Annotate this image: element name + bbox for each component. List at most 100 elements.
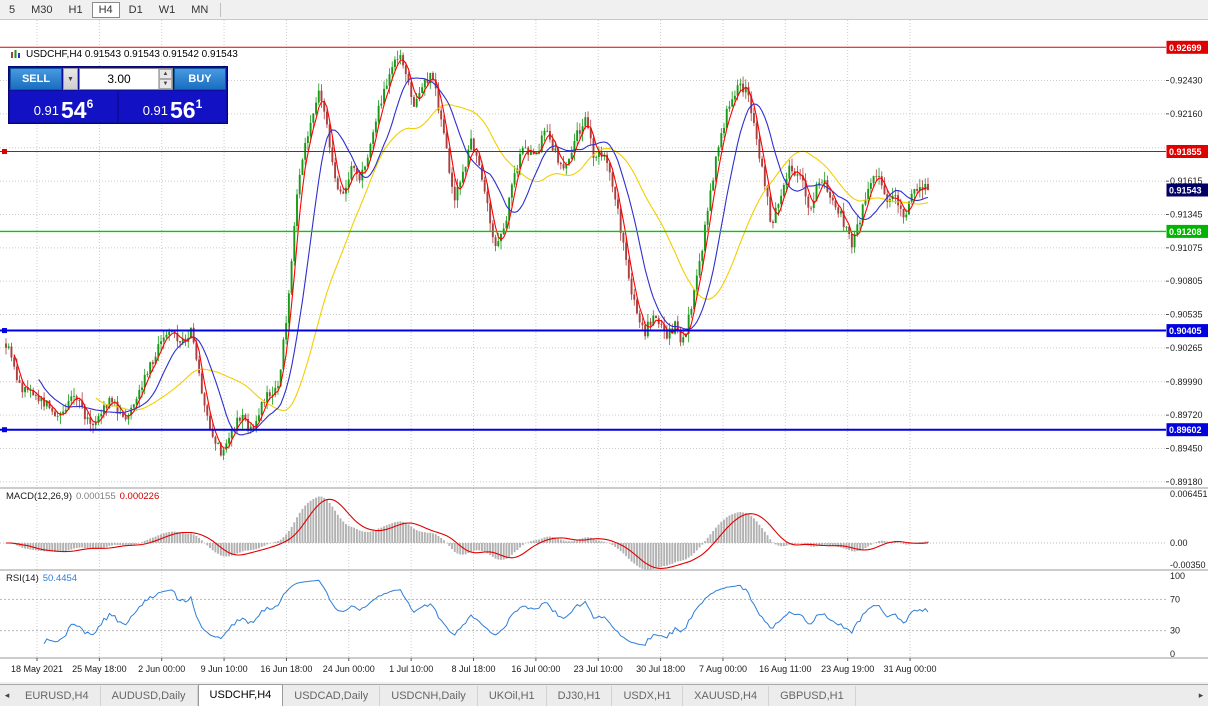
- horizontal-lines-layer: [0, 46, 1166, 433]
- price-badge: [1166, 145, 1208, 158]
- price-badge: [1166, 183, 1208, 197]
- timeframe-button-d1[interactable]: D1: [122, 2, 150, 18]
- svg-text:0.90265: 0.90265: [1170, 343, 1203, 353]
- macd-panel-layer: [0, 496, 1166, 570]
- chart-tab-dj30-h1[interactable]: DJ30,H1: [547, 686, 613, 706]
- svg-text:0.90405: 0.90405: [1169, 326, 1202, 336]
- svg-text:-0.00350: -0.00350: [1170, 560, 1206, 570]
- macd-name: MACD(12,26,9): [6, 491, 72, 502]
- timeframe-button-mn[interactable]: MN: [184, 2, 215, 18]
- chart-tab-bar: ◂ EURUSD,H4 AUDUSD,Daily USDCHF,H4 USDCAD,Da…: [0, 684, 1208, 706]
- price-badges-layer: 0.92699 0.91855 0.91543 0.91208 0.90405 0.896…: [1166, 40, 1208, 437]
- volume-up-button[interactable]: ▲: [159, 69, 172, 79]
- svg-text:0.90805: 0.90805: [1170, 276, 1203, 286]
- buy-price-pips: 56: [170, 97, 196, 123]
- chart-tab-xauusd-h4[interactable]: XAUUSD,H4: [683, 686, 770, 706]
- buy-price-pipette: 1: [195, 97, 203, 111]
- svg-text:30 Jul 18:00: 30 Jul 18:00: [636, 664, 685, 674]
- svg-text:25 May 18:00: 25 May 18:00: [72, 664, 127, 674]
- chart-type-icon: [10, 49, 21, 60]
- timeframe-toolbar: 5 M30 H1 H4 D1 W1 MN: [0, 0, 1208, 20]
- svg-text:0.91075: 0.91075: [1170, 243, 1203, 253]
- macd-indicator-label: MACD(12,26,9) 0.000155 0.000226: [6, 491, 159, 502]
- svg-text:0.91208: 0.91208: [1169, 227, 1202, 237]
- moving-averages-layer: [13, 59, 929, 449]
- price-badge: [1166, 423, 1208, 437]
- svg-text:0.91615: 0.91615: [1170, 176, 1203, 186]
- timeframe-button-w1[interactable]: W1: [152, 2, 183, 18]
- price-badge: [1166, 224, 1208, 238]
- svg-text:70: 70: [1170, 594, 1180, 604]
- svg-text:16 Jul 00:00: 16 Jul 00:00: [511, 664, 560, 674]
- price-badge: [1166, 40, 1208, 54]
- volume-field: ▲ ▼: [79, 68, 173, 90]
- svg-text:0.89450: 0.89450: [1170, 444, 1203, 454]
- timeframe-button-h4[interactable]: H4: [91, 1, 120, 18]
- svg-text:24 Jun 00:00: 24 Jun 00:00: [323, 664, 375, 674]
- volume-spinner: ▲ ▼: [158, 69, 172, 89]
- sell-price-display[interactable]: 0.91 54 6: [10, 91, 117, 122]
- buy-price-display[interactable]: 0.91 56 1: [119, 91, 226, 122]
- svg-text:0.92430: 0.92430: [1170, 76, 1203, 86]
- rsi-value: 50.4454: [42, 573, 78, 584]
- line-drag-handle[interactable]: [2, 427, 7, 433]
- chart-canvas[interactable]: 0.92430 0.92160 0.91615 0.91345 0.91075 0.908…: [0, 20, 1208, 682]
- macd-main-value: 0.000155: [76, 491, 116, 502]
- volume-down-button[interactable]: ▼: [159, 79, 172, 89]
- macd-signal-value: 0.000226: [119, 491, 160, 502]
- volume-input[interactable]: [80, 69, 158, 89]
- timeframe-button-m30[interactable]: M30: [24, 2, 59, 18]
- time-axis-layer: 18 May 2021 25 May 18:00 2 Jun 00:00 9 Jun …: [11, 658, 937, 674]
- price-axis-layer: 0.92430 0.92160 0.91615 0.91345 0.91075 0.908…: [1166, 76, 1208, 659]
- chart-region: 0.92430 0.92160 0.91615 0.91345 0.91075 0.908…: [0, 20, 1208, 682]
- svg-text:23 Aug 19:00: 23 Aug 19:00: [821, 664, 874, 674]
- svg-text:0.89602: 0.89602: [1169, 425, 1202, 435]
- sell-price-pips: 54: [61, 97, 87, 123]
- svg-text:0.91345: 0.91345: [1170, 210, 1203, 220]
- chart-tab-usdcad-daily[interactable]: USDCAD,Daily: [283, 686, 381, 706]
- tab-scroll-right-button[interactable]: ▸: [1198, 690, 1204, 700]
- svg-text:30: 30: [1170, 626, 1180, 636]
- chart-tab-eurusd-h4[interactable]: EURUSD,H4: [14, 686, 101, 706]
- svg-text:16 Aug 11:00: 16 Aug 11:00: [759, 664, 811, 674]
- svg-text:8 Jul 18:00: 8 Jul 18:00: [451, 664, 495, 674]
- chart-tab-gbpusd-h1[interactable]: GBPUSD,H1: [769, 686, 856, 706]
- chart-ohlc-title: USDCHF,H4 0.91543 0.91543 0.91542 0.9154…: [10, 49, 238, 60]
- one-click-dropdown-button[interactable]: ▼: [63, 68, 78, 90]
- rsi-panel-layer: [0, 579, 1166, 646]
- toolbar-separator: [220, 2, 222, 17]
- tab-scroll-left-button[interactable]: ◂: [4, 690, 10, 700]
- sell-price-pipette: 6: [86, 97, 94, 111]
- line-drag-handle[interactable]: [2, 149, 7, 155]
- chart-tab-audusd-daily[interactable]: AUDUSD,Daily: [101, 686, 198, 706]
- svg-text:9 Jun 10:00: 9 Jun 10:00: [201, 664, 248, 674]
- chart-tab-usdchf-h4[interactable]: USDCHF,H4: [197, 684, 284, 706]
- chart-tab-ukoil-h1[interactable]: UKOil,H1: [478, 686, 547, 706]
- price-badge: [1166, 324, 1208, 338]
- line-drag-handle[interactable]: [2, 328, 7, 334]
- svg-text:0.92699: 0.92699: [1169, 43, 1202, 53]
- rsi-name: RSI(14): [6, 573, 39, 584]
- chart-tab-usdx-h1[interactable]: USDX,H1: [612, 686, 684, 706]
- svg-text:2 Jun 00:00: 2 Jun 00:00: [138, 664, 185, 674]
- buy-button[interactable]: BUY: [174, 68, 226, 90]
- timeframe-button-5[interactable]: 5: [2, 2, 22, 18]
- svg-text:0.89180: 0.89180: [1170, 477, 1203, 487]
- chart-tab-usdcnh-daily[interactable]: USDCNH,Daily: [380, 686, 478, 706]
- sell-button[interactable]: SELL: [10, 68, 62, 90]
- svg-text:0.92160: 0.92160: [1170, 109, 1203, 119]
- svg-text:0.91543: 0.91543: [1169, 186, 1202, 196]
- svg-text:31 Aug 00:00: 31 Aug 00:00: [883, 664, 936, 674]
- timeframe-button-h1[interactable]: H1: [62, 2, 90, 18]
- svg-text:0.00: 0.00: [1170, 538, 1188, 548]
- svg-text:0: 0: [1170, 649, 1175, 659]
- sell-price-figure: 0.91: [33, 103, 60, 118]
- chevron-down-icon: ▼: [67, 75, 74, 83]
- svg-text:23 Jul 10:00: 23 Jul 10:00: [574, 664, 623, 674]
- svg-text:0.89720: 0.89720: [1170, 410, 1203, 420]
- svg-text:1 Jul 10:00: 1 Jul 10:00: [389, 664, 433, 674]
- buy-price-figure: 0.91: [142, 103, 169, 118]
- svg-text:0.89990: 0.89990: [1170, 377, 1203, 387]
- svg-text:0.91855: 0.91855: [1169, 147, 1202, 157]
